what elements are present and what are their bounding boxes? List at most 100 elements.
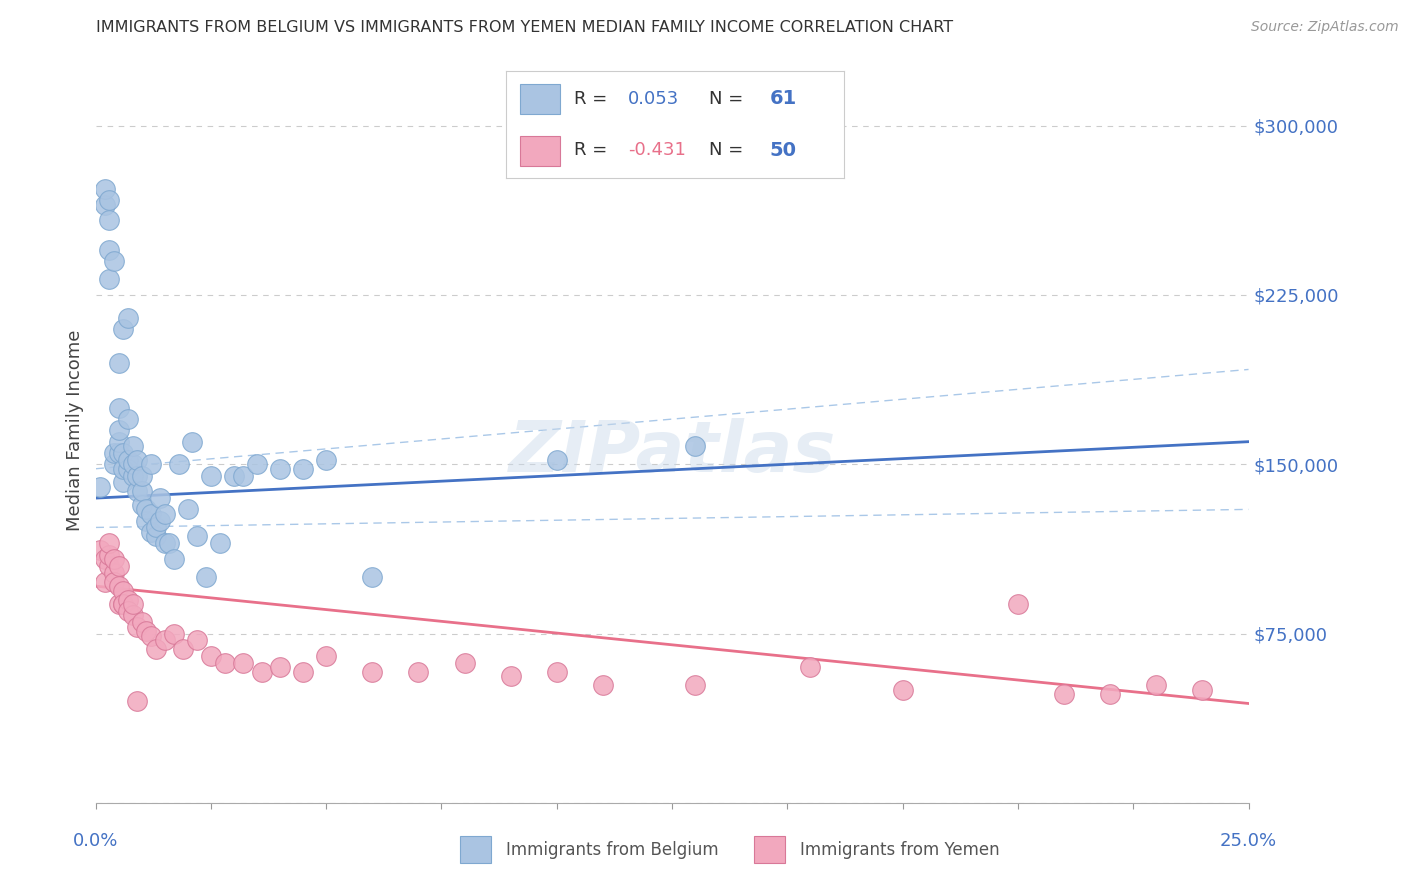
Point bbox=[121, 439, 143, 453]
Text: -0.431: -0.431 bbox=[627, 141, 686, 159]
Text: N =: N = bbox=[709, 90, 748, 108]
Point bbox=[117, 310, 139, 325]
Point bbox=[232, 468, 254, 483]
Point bbox=[107, 356, 129, 370]
Point bbox=[177, 502, 200, 516]
Point bbox=[145, 520, 167, 534]
Point bbox=[250, 665, 273, 679]
Point bbox=[112, 322, 135, 336]
Point bbox=[200, 468, 222, 483]
Point bbox=[891, 682, 914, 697]
Text: N =: N = bbox=[709, 141, 748, 159]
Text: IMMIGRANTS FROM BELGIUM VS IMMIGRANTS FROM YEMEN MEDIAN FAMILY INCOME CORRELATIO: IMMIGRANTS FROM BELGIUM VS IMMIGRANTS FR… bbox=[96, 20, 953, 35]
Text: Immigrants from Yemen: Immigrants from Yemen bbox=[800, 840, 1000, 859]
Point bbox=[98, 536, 121, 550]
Text: 25.0%: 25.0% bbox=[1220, 832, 1277, 850]
Point bbox=[98, 272, 121, 286]
Y-axis label: Median Family Income: Median Family Income bbox=[66, 330, 84, 531]
Point bbox=[139, 457, 162, 471]
Point bbox=[112, 462, 135, 476]
Point bbox=[292, 462, 315, 476]
Point bbox=[112, 583, 135, 598]
Text: Source: ZipAtlas.com: Source: ZipAtlas.com bbox=[1251, 20, 1399, 34]
Text: 61: 61 bbox=[769, 89, 797, 108]
Point bbox=[1191, 682, 1213, 697]
Point bbox=[107, 446, 129, 460]
Point bbox=[131, 498, 153, 512]
Text: ZIPatlas: ZIPatlas bbox=[509, 418, 835, 487]
Point bbox=[89, 480, 111, 494]
Point bbox=[98, 548, 121, 562]
Point bbox=[121, 597, 143, 611]
Point bbox=[163, 552, 186, 566]
FancyBboxPatch shape bbox=[520, 136, 560, 166]
Point bbox=[163, 626, 186, 640]
Point bbox=[1099, 688, 1122, 702]
Point bbox=[408, 665, 430, 679]
Point bbox=[232, 656, 254, 670]
Point bbox=[499, 669, 522, 683]
Point bbox=[167, 457, 190, 471]
Point bbox=[361, 570, 384, 584]
Point bbox=[292, 665, 315, 679]
Point bbox=[195, 570, 218, 584]
Point bbox=[131, 468, 153, 483]
Text: 0.0%: 0.0% bbox=[73, 832, 118, 850]
Point bbox=[98, 243, 121, 257]
Point bbox=[315, 452, 337, 467]
Point bbox=[145, 642, 167, 657]
Point bbox=[107, 423, 129, 437]
Point bbox=[186, 633, 208, 648]
Point bbox=[112, 597, 135, 611]
Point bbox=[1144, 678, 1167, 692]
Point bbox=[139, 629, 162, 643]
Point bbox=[107, 597, 129, 611]
Point bbox=[127, 468, 149, 483]
Point bbox=[246, 457, 269, 471]
Point bbox=[121, 468, 143, 483]
Point bbox=[117, 604, 139, 618]
Point bbox=[149, 491, 172, 505]
Point bbox=[139, 524, 162, 539]
Point bbox=[127, 694, 149, 708]
Point bbox=[117, 452, 139, 467]
Point bbox=[103, 446, 125, 460]
Point bbox=[103, 566, 125, 580]
Point bbox=[153, 536, 176, 550]
Point bbox=[139, 507, 162, 521]
Point bbox=[153, 633, 176, 648]
Point bbox=[683, 678, 706, 692]
Point bbox=[117, 462, 139, 476]
Point bbox=[149, 514, 172, 528]
Point bbox=[127, 620, 149, 634]
Point bbox=[683, 439, 706, 453]
Point bbox=[94, 574, 117, 589]
Point bbox=[89, 543, 111, 558]
Point bbox=[112, 446, 135, 460]
Point bbox=[453, 656, 475, 670]
Point bbox=[315, 649, 337, 664]
Point bbox=[157, 536, 180, 550]
Point bbox=[135, 514, 157, 528]
Point bbox=[1007, 597, 1029, 611]
Point bbox=[214, 656, 236, 670]
Text: R =: R = bbox=[574, 90, 613, 108]
Point bbox=[186, 529, 208, 543]
Point bbox=[94, 182, 117, 196]
Text: 0.053: 0.053 bbox=[627, 90, 679, 108]
Point bbox=[112, 475, 135, 490]
Point bbox=[107, 434, 129, 449]
Point bbox=[103, 254, 125, 268]
Point bbox=[546, 452, 568, 467]
Point bbox=[135, 502, 157, 516]
Point bbox=[103, 457, 125, 471]
Text: Immigrants from Belgium: Immigrants from Belgium bbox=[506, 840, 718, 859]
Point bbox=[172, 642, 194, 657]
Point bbox=[592, 678, 614, 692]
Point bbox=[94, 197, 117, 211]
FancyBboxPatch shape bbox=[754, 837, 785, 863]
Point bbox=[107, 401, 129, 415]
Point bbox=[94, 552, 117, 566]
Point bbox=[107, 558, 129, 573]
Point bbox=[135, 624, 157, 639]
